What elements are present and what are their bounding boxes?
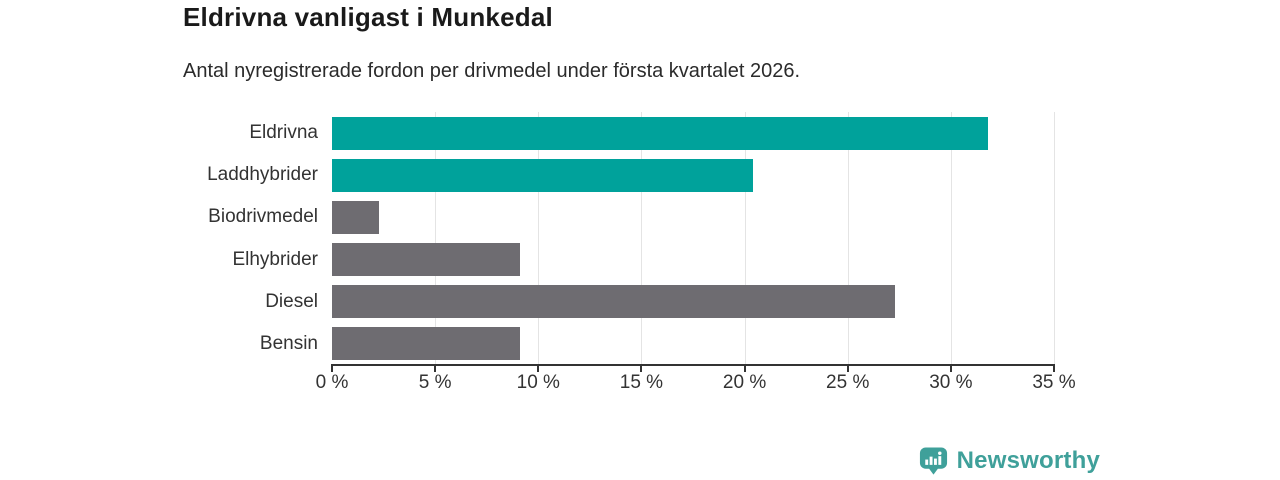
- x-axis-tick: [1053, 364, 1055, 372]
- x-axis-tick: [434, 364, 437, 372]
- category-label: Bensin: [259, 332, 318, 354]
- x-axis-tick-label: 25 %: [826, 372, 870, 393]
- gridline: [847, 112, 849, 365]
- x-axis-tick: [949, 364, 952, 372]
- x-axis-tick: [640, 364, 643, 372]
- bar-row: [332, 239, 1054, 281]
- bar-biodrivmedel: [332, 200, 380, 234]
- x-axis-tick-label: 20 %: [722, 372, 767, 393]
- x-axis-tick: [537, 364, 540, 372]
- category-labels: Eldrivna Laddhybrider Biodrivmedel Elhybrid…: [0, 112, 318, 365]
- x-axis-tick: [331, 364, 333, 372]
- gridline: [538, 112, 540, 365]
- category-label: Elhybrider: [232, 248, 318, 270]
- category-label: Eldrivna: [249, 122, 318, 144]
- bar-eldrivna: [332, 116, 988, 150]
- newsworthy-wordmark: Newsworthy: [956, 447, 1100, 474]
- x-axis-tick: [846, 364, 849, 372]
- x-axis-tick-label: 5 %: [418, 372, 452, 393]
- gridline: [435, 112, 437, 365]
- chart-subtitle: Antal nyregistrerade fordon per drivmede…: [183, 60, 801, 82]
- chart-title: Eldrivna vanligast i Munkedal: [183, 2, 553, 32]
- plot-area: [332, 112, 1055, 365]
- category-label: Biodrivmedel: [208, 206, 318, 228]
- category-label: Laddhybrider: [207, 164, 318, 186]
- gridline: [744, 112, 746, 365]
- gridline: [1054, 112, 1055, 365]
- bar-chart-speech-bubble-icon: [919, 447, 947, 475]
- bar-diesel: [332, 285, 896, 319]
- x-axis-tick-label: 30 %: [929, 372, 973, 393]
- gridline: [641, 112, 643, 365]
- bar-laddhybrider: [332, 158, 753, 192]
- bar-row: [332, 281, 1054, 323]
- bar-bensin: [332, 327, 520, 361]
- bar-row: [332, 154, 1054, 196]
- newsworthy-logo: Newsworthy: [918, 445, 1100, 477]
- x-axis-line: [331, 364, 1055, 366]
- x-axis-tick-label: 0 %: [315, 372, 349, 393]
- bar-row: [332, 112, 1054, 154]
- bar-row: [332, 323, 1054, 365]
- bar-elhybrider: [332, 243, 520, 277]
- x-axis-tick: [743, 364, 746, 372]
- x-axis-tick-label: 10 %: [516, 372, 560, 393]
- bar-row: [332, 196, 1054, 238]
- gridline: [950, 112, 952, 365]
- x-axis-tick-label: 35 %: [1032, 372, 1076, 393]
- x-axis-tick-label: 15 %: [619, 372, 664, 393]
- category-label: Diesel: [265, 290, 318, 312]
